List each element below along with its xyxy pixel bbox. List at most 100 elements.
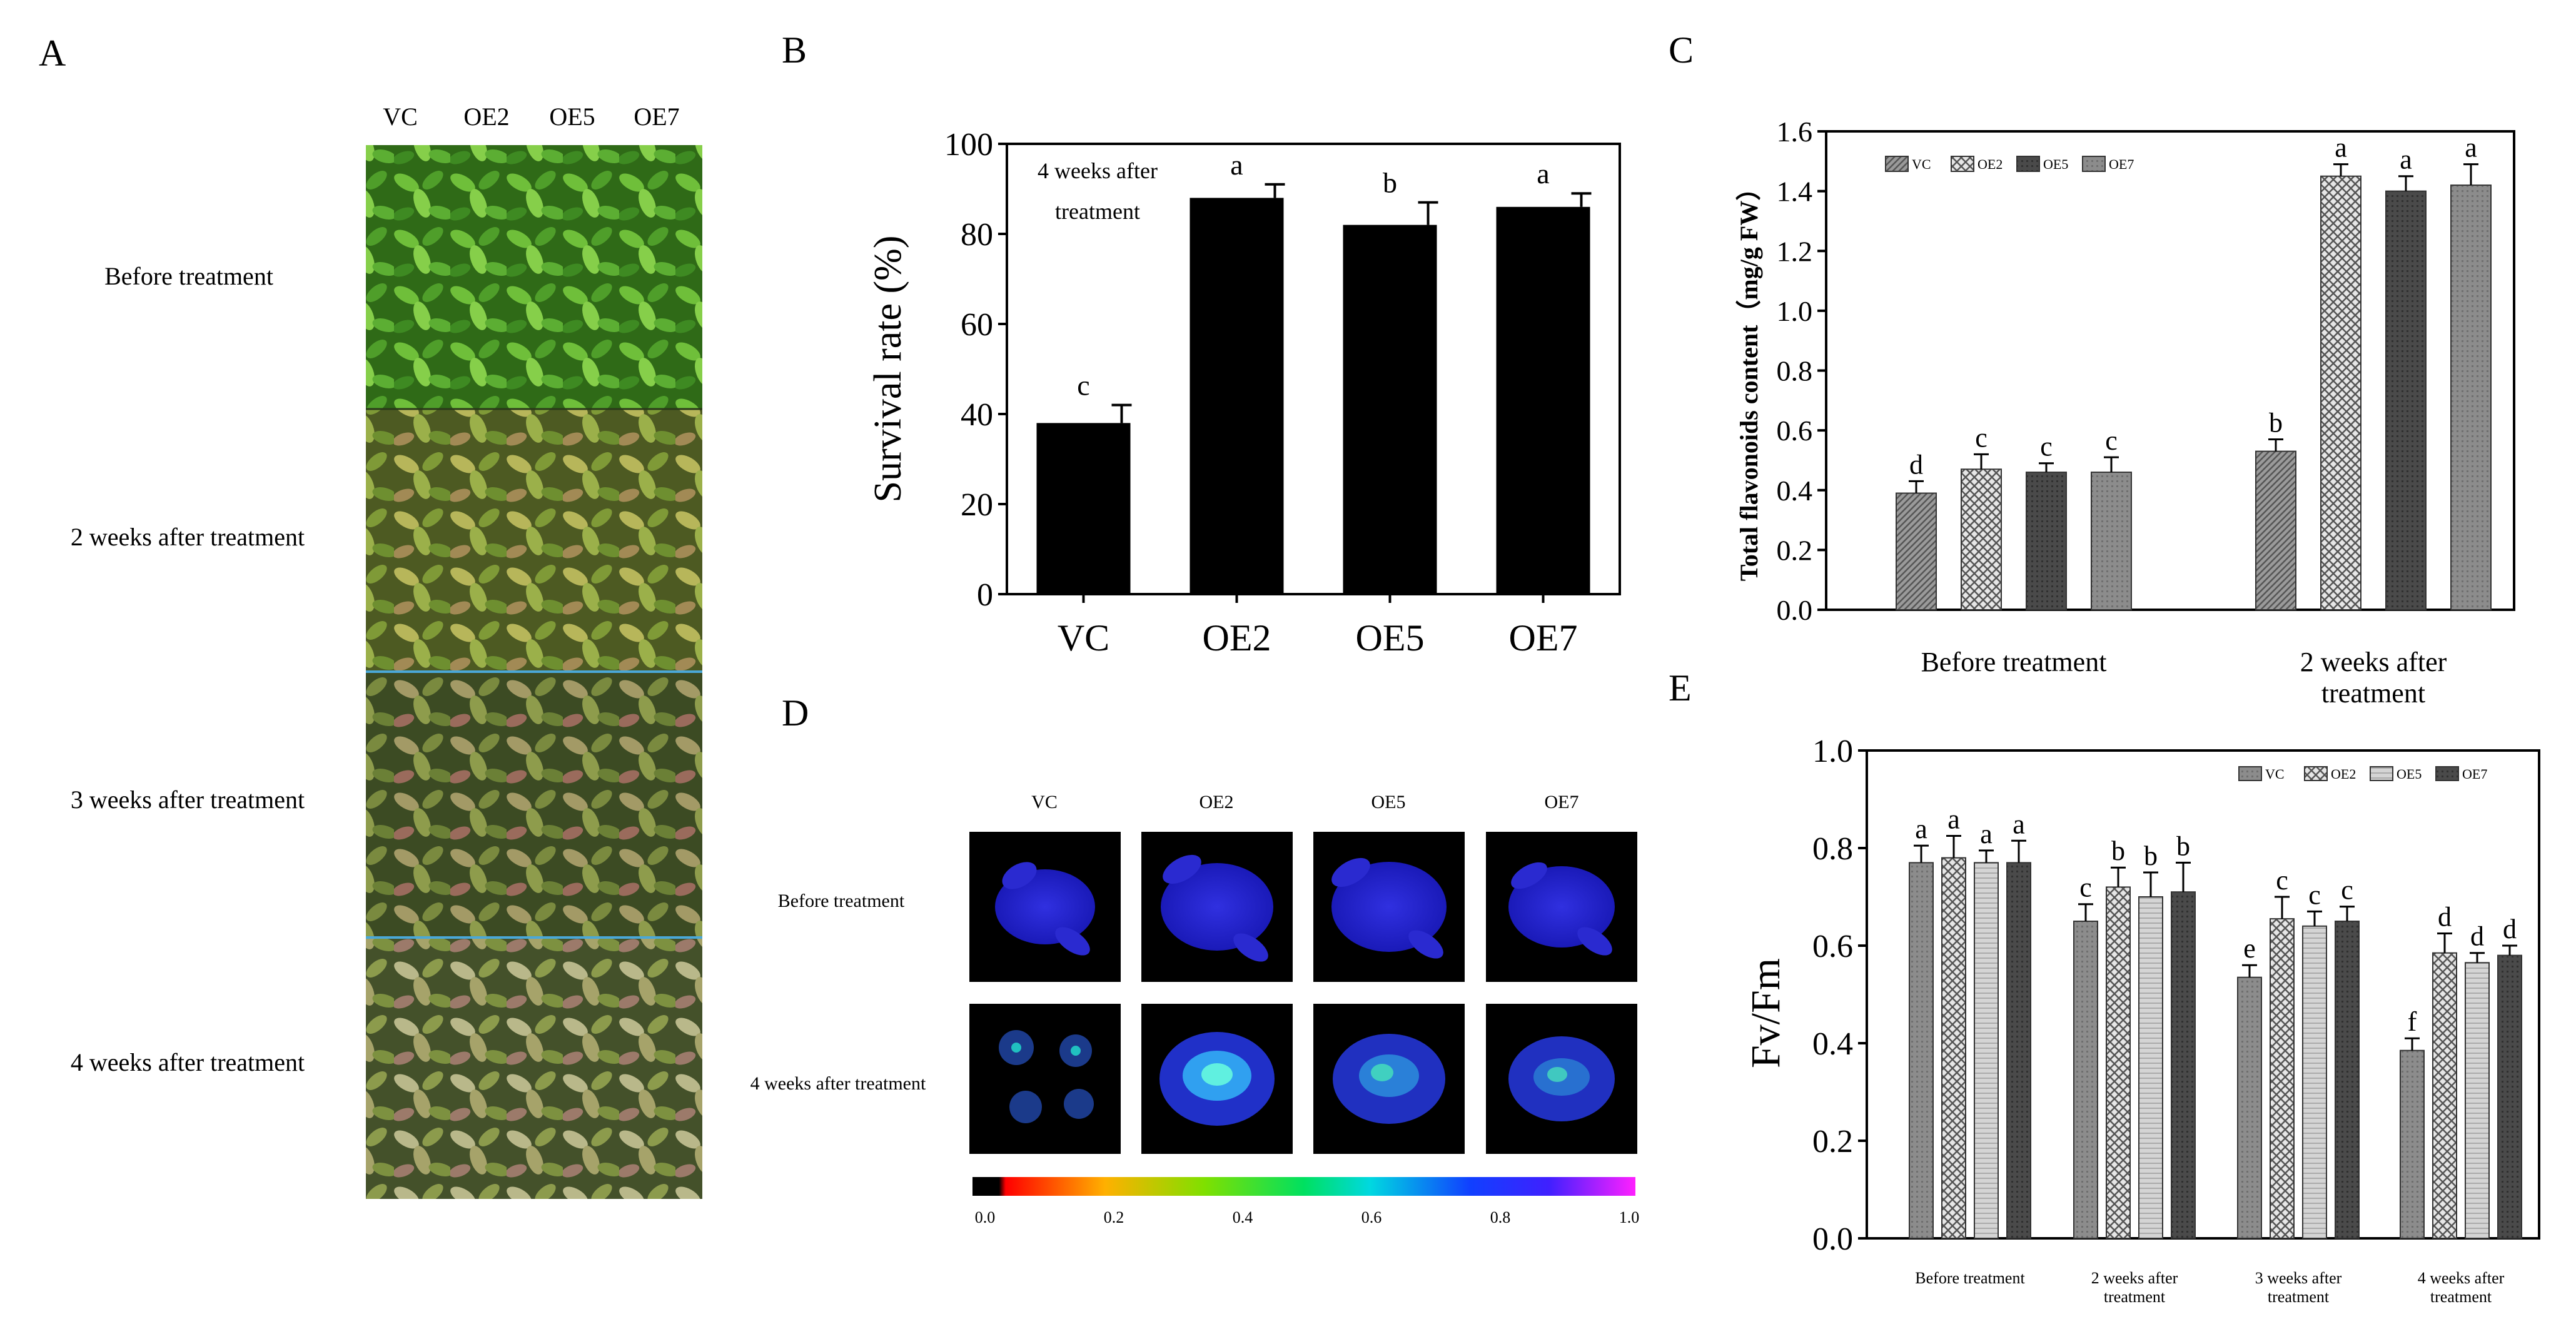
panel-a-row-3-weeks: 3 weeks after treatment <box>71 786 305 814</box>
panel-e-letter: E <box>1669 667 1692 709</box>
legend-label-oe5: OE5 <box>2043 156 2068 172</box>
significance-letter: b <box>1383 167 1397 199</box>
significance-letter: a <box>1947 804 1960 835</box>
x-category-label: 2 weeks after <box>2300 647 2447 677</box>
panel-d: D VC OE2 OE5 OE7 Before treatment 4 week… <box>750 692 1640 1226</box>
legend-label-oe2: OE2 <box>2331 766 2356 782</box>
panel-b-plot-frame <box>1006 143 1621 595</box>
panel-b-y-label: Survival rate (%) <box>867 236 909 503</box>
panel-d-row-4-weeks: 4 weeks after treatment <box>750 1073 926 1094</box>
significance-letter: c <box>2308 879 2321 910</box>
significance-letter: a <box>2400 144 2412 175</box>
legend-swatch-oe7 <box>2082 156 2106 172</box>
panel-d-col-oe5: OE5 <box>1371 792 1406 812</box>
panel-a-row-4-weeks: 4 weeks after treatment <box>71 1048 305 1076</box>
panel-b-annotation-line1: 4 weeks after <box>1038 158 1158 183</box>
bar-oe7 <box>2497 954 2522 1239</box>
legend-swatch-oe2 <box>1951 156 1974 172</box>
y-tick-label: 0.2 <box>1812 1124 1853 1160</box>
legend-label-oe7: OE7 <box>2109 156 2134 172</box>
panel-a-col-vc: VC <box>383 103 418 131</box>
colorbar-tick-label: 1.0 <box>1619 1208 1640 1226</box>
y-tick-label: 1.0 <box>1812 734 1853 769</box>
legend-swatch-oe5 <box>2370 766 2393 781</box>
legend-swatch-vc <box>2238 766 2262 781</box>
bar-oe2 <box>2320 175 2361 610</box>
y-tick-label: 80 <box>961 217 993 253</box>
significance-letter: a <box>1915 814 1927 844</box>
significance-letter: a <box>2013 809 2025 839</box>
legend-label-vc: VC <box>2265 766 2285 782</box>
bar-vc <box>2073 921 2098 1239</box>
panel-a-row-before: Before treatment <box>104 262 273 290</box>
significance-letter: a <box>2465 133 2477 163</box>
bar-oe5 <box>1343 225 1437 595</box>
panel-a-letter: A <box>39 33 66 74</box>
panel-b: B 0 20 40 60 80 100 c VC a OE2 b OE5 a OE7 4 weeks a… <box>782 29 1621 659</box>
bar-vc <box>2400 1049 2425 1239</box>
bar-oe7 <box>2171 891 2196 1239</box>
significance-letter: c <box>2341 875 2353 906</box>
significance-letter: c <box>1077 370 1089 402</box>
panel-a: A VC OE2 OE5 OE7 Before treatment 2 week… <box>39 33 702 1199</box>
significance-letter: c <box>2105 425 2118 456</box>
panel-b-letter: B <box>782 29 807 71</box>
significance-letter: a <box>1537 158 1549 190</box>
y-tick-label: 1.4 <box>1777 176 1813 208</box>
significance-letter: e <box>2243 933 2256 964</box>
panel-d-col-oe7: OE7 <box>1545 792 1579 812</box>
bar-oe7 <box>2091 472 2132 610</box>
bar-oe7 <box>2450 184 2492 610</box>
y-tick-label: 1.0 <box>1777 295 1813 327</box>
x-category-label: Before treatment <box>1921 647 2107 677</box>
y-tick-label: 20 <box>961 487 993 523</box>
significance-letter: d <box>2470 921 2484 952</box>
bar-oe5 <box>2385 190 2427 610</box>
y-tick-label: 1.6 <box>1777 116 1813 148</box>
bar-oe5 <box>2026 472 2067 610</box>
bar-vc <box>1909 862 1934 1239</box>
plant-photo-before <box>366 145 702 409</box>
legend-label-oe7: OE7 <box>2462 766 2487 782</box>
y-tick-label: 0.8 <box>1777 355 1813 387</box>
panel-b-annotation-line2: treatment <box>1055 199 1140 224</box>
significance-letter: b <box>2144 841 2158 871</box>
x-category-label: treatment <box>2430 1288 2492 1306</box>
y-tick-label: 0.4 <box>1777 475 1813 507</box>
bar-vc <box>2237 976 2262 1239</box>
legend-swatch-vc <box>1885 156 1909 172</box>
fluor-image-4-weeks-oe5 <box>1313 1004 1465 1154</box>
fluor-image-before-oe5 <box>1313 832 1465 982</box>
panel-c: C 0.0 0.2 0.4 0.6 0.8 1.0 1.2 1.4 1.6 d c c c b a a a V… <box>1669 29 2515 709</box>
legend-label-oe2: OE2 <box>1977 156 2003 172</box>
fluor-image-before-oe2 <box>1141 832 1293 982</box>
x-tick-label-oe2: OE2 <box>1203 617 1271 659</box>
y-tick-label: 0 <box>977 577 993 613</box>
colorbar-tick-label: 0.6 <box>1361 1208 1382 1226</box>
panel-a-col-oe2: OE2 <box>463 103 509 131</box>
panel-d-row-before: Before treatment <box>778 891 905 911</box>
significance-letter: c <box>2040 432 2053 462</box>
x-category-label: treatment <box>2104 1288 2166 1306</box>
bar-oe5 <box>2302 925 2327 1240</box>
y-tick-label: 0.6 <box>1777 415 1813 447</box>
bar-oe2 <box>1961 468 2002 610</box>
y-tick-label: 0.0 <box>1812 1221 1853 1257</box>
legend-swatch-oe5 <box>2016 156 2040 172</box>
panel-e-plot-frame <box>1866 749 2540 1240</box>
y-tick-label: 1.2 <box>1777 235 1813 267</box>
plant-photo-4-weeks <box>366 937 702 1199</box>
y-tick-label: 0.4 <box>1812 1026 1853 1062</box>
bar-oe2 <box>2432 952 2457 1239</box>
colorbar-tick-label: 0.0 <box>975 1208 996 1226</box>
x-category-label: Before treatment <box>1915 1269 2025 1287</box>
bar-vc <box>1896 492 1937 610</box>
panel-d-col-vc: VC <box>1031 792 1058 812</box>
fluor-image-4-weeks-vc <box>969 1004 1121 1154</box>
legend-swatch-oe2 <box>2304 766 2328 781</box>
significance-letter: d <box>1909 449 1923 480</box>
significance-letter: c <box>1975 422 1988 453</box>
bar-oe2 <box>2270 918 2295 1239</box>
colorbar-tick-label: 0.8 <box>1490 1208 1511 1226</box>
